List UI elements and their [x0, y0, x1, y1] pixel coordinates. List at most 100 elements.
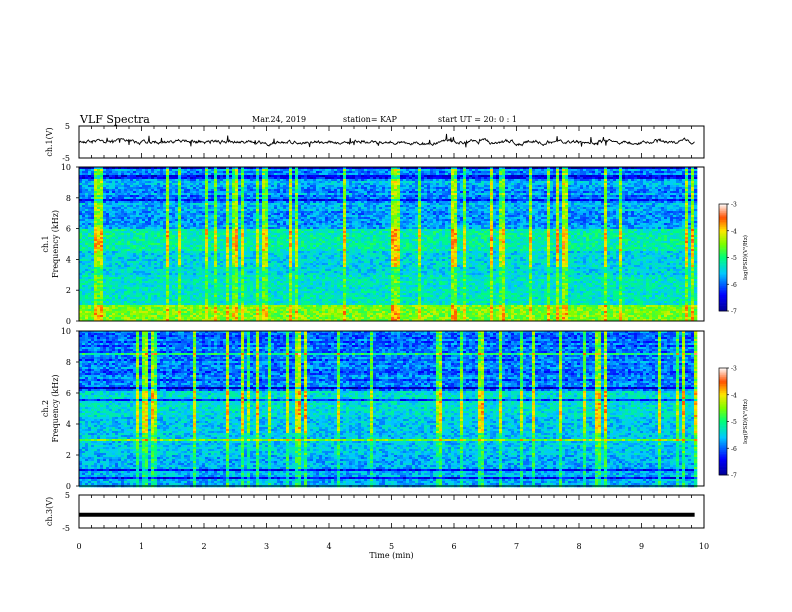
spectro-cell: [565, 203, 569, 206]
spectro-cell: [526, 189, 530, 192]
spectro-cell: [667, 191, 671, 194]
spectro-cell: [319, 207, 323, 210]
spectro-cell: [133, 211, 137, 214]
spectro-cell: [673, 201, 677, 204]
spectro-cell: [640, 185, 644, 188]
spectro-cell: [547, 209, 551, 212]
spectro-cell: [508, 207, 512, 210]
spectro-cell: [565, 189, 569, 192]
spectro-cell: [322, 183, 326, 186]
spectro-cell: [271, 169, 275, 172]
spectro-cell: [169, 167, 173, 170]
spectro-cell: [655, 177, 659, 180]
spectro-cell: [463, 177, 467, 180]
spectro-cell: [358, 193, 362, 196]
spectro-cell: [556, 169, 560, 172]
spectro-cell: [157, 205, 161, 208]
spectro-cell: [502, 207, 506, 210]
spectro-cell: [478, 207, 482, 210]
spectro-cell: [568, 181, 572, 184]
spectro-cell: [133, 201, 137, 204]
spectro-cell: [328, 189, 332, 192]
spectro-cell: [604, 179, 608, 182]
spectro-cell: [331, 187, 335, 190]
spectro-cell: [631, 187, 635, 190]
spectro-cell: [646, 203, 650, 206]
spectro-cell: [112, 197, 116, 200]
spectro-cell: [421, 189, 425, 192]
spectro-cell: [556, 177, 560, 180]
spectro-cell: [667, 195, 671, 198]
spectro-cell: [130, 177, 134, 180]
spectro-cell: [664, 185, 668, 188]
spectro-cell: [400, 191, 404, 194]
spectro-cell: [286, 205, 290, 208]
spectro-cell: [376, 173, 380, 176]
spectro-cell: [433, 201, 437, 204]
spectro-cell: [598, 207, 602, 210]
spectro-cell: [523, 181, 527, 184]
spectro-cell: [403, 175, 407, 178]
spectro-cell: [337, 187, 341, 190]
spectro-cell: [286, 203, 290, 206]
spectro-cell: [493, 181, 497, 184]
spectro-cell: [685, 171, 689, 174]
spectro-cell: [181, 185, 185, 188]
spectro-cell: [355, 179, 359, 182]
spectro-cell: [691, 209, 695, 212]
spectro-cell: [172, 169, 176, 172]
spectro-cell: [265, 197, 269, 200]
spectro-cell: [508, 209, 512, 212]
spectro-cell: [235, 169, 239, 172]
spectro-cell: [655, 173, 659, 176]
spectro-cell: [529, 187, 533, 190]
spectro-cell: [580, 169, 584, 172]
spectro-cell: [208, 179, 212, 182]
spectro-cell: [148, 185, 152, 188]
spectro-cell: [313, 171, 317, 174]
spectro-cell: [661, 199, 665, 202]
spectro-cell: [160, 197, 164, 200]
spectro-cell: [565, 187, 569, 190]
spectro-cell: [364, 187, 368, 190]
spectro-cell: [469, 187, 473, 190]
spectro-cell: [91, 193, 95, 196]
spectro-cell: [184, 199, 188, 202]
spectro-cell: [376, 197, 380, 200]
spectro-cell: [451, 185, 455, 188]
spectro-cell: [607, 183, 611, 186]
spectro-cell: [505, 195, 509, 198]
spectro-cell: [184, 181, 188, 184]
spectro-cell: [382, 201, 386, 204]
spectro-cell: [91, 173, 95, 176]
spectro-cell: [286, 167, 290, 170]
spectro-cell: [187, 201, 191, 204]
spectro-cell: [646, 193, 650, 196]
spectro-cell: [592, 195, 596, 198]
spectro-cell: [346, 209, 350, 212]
spectro-cell: [256, 175, 260, 178]
spectro-cell: [577, 199, 581, 202]
spectro-cell: [613, 209, 617, 212]
spectro-cell: [442, 207, 446, 210]
spectro-cell: [406, 197, 410, 200]
spectro-cell: [556, 187, 560, 190]
spectro-cell: [514, 177, 518, 180]
spectro-cell: [433, 171, 437, 174]
spectro-cell: [424, 181, 428, 184]
spectro-cell: [607, 195, 611, 198]
spectro-cell: [421, 191, 425, 194]
spectro-cell: [121, 211, 125, 214]
spectro-cell: [622, 177, 626, 180]
spectro-cell: [436, 187, 440, 190]
spectro-cell: [85, 205, 89, 208]
spectro-cell: [673, 193, 677, 196]
spectro-cell: [568, 201, 572, 204]
spectro-cell: [571, 195, 575, 198]
spectro-cell: [307, 175, 311, 178]
spectro-cell: [340, 181, 344, 184]
spectro-cell: [493, 171, 497, 174]
spectro-cell: [658, 207, 662, 210]
spectro-cell: [484, 199, 488, 202]
spectro-cell: [283, 167, 287, 170]
